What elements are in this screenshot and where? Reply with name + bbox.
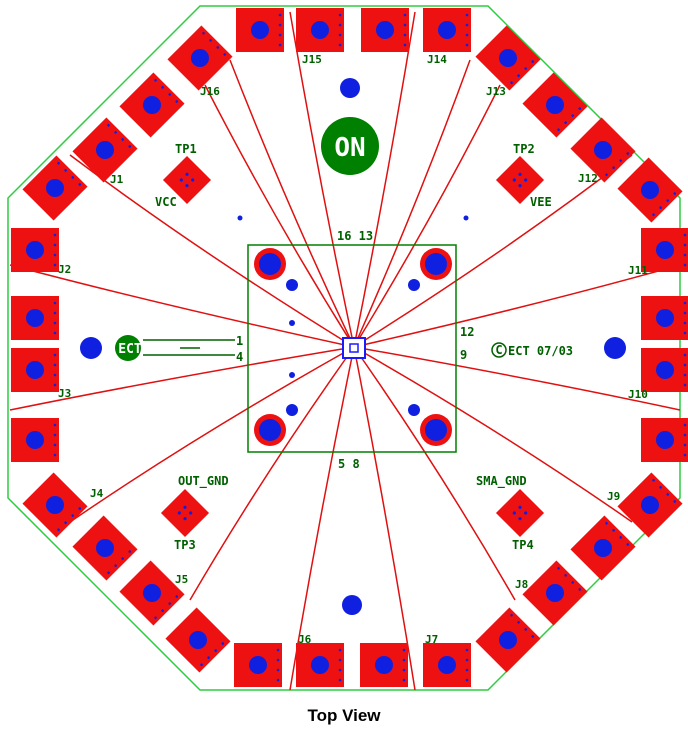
pin-label-4: 4 bbox=[236, 350, 243, 364]
connector-label-j9: J9 bbox=[607, 490, 620, 503]
copyright-symbol: C bbox=[495, 343, 502, 357]
pin-label-5-8: 5 8 bbox=[338, 457, 360, 471]
ect-right-marking: C ECT 07/03 bbox=[491, 342, 573, 358]
connector-label-j7: J7 bbox=[425, 633, 438, 646]
component-outline bbox=[247, 244, 457, 453]
connector-label-j10: J10 bbox=[628, 388, 648, 401]
test-point-tp1 bbox=[162, 155, 212, 205]
connector-label-j16: J16 bbox=[200, 85, 220, 98]
connector-label-j6: J6 bbox=[298, 633, 312, 646]
pin-label-12: 12 bbox=[460, 325, 474, 339]
connector-label-j3: J3 bbox=[58, 387, 71, 400]
signal-traces bbox=[9, 11, 681, 691]
connector-label-j2: J2 bbox=[58, 263, 71, 276]
connector-label-j11: J11 bbox=[628, 264, 648, 277]
connector-label-j15: J15 bbox=[302, 53, 322, 66]
sma-connector-pads bbox=[11, 8, 688, 687]
connector-label-j13: J13 bbox=[486, 85, 506, 98]
pin-label-9: 9 bbox=[460, 348, 467, 362]
connector-label-j14: J14 bbox=[427, 53, 447, 66]
ect-right-label: ECT 07/03 bbox=[508, 344, 573, 358]
pin-label-1: 1 bbox=[236, 334, 243, 348]
figure-caption: Top View bbox=[307, 706, 381, 725]
mounting-holes bbox=[80, 78, 626, 615]
tp1-net-label: VCC bbox=[155, 195, 177, 209]
tp3-net-label: OUT_GND bbox=[178, 474, 229, 489]
ect-left-marking: ECT bbox=[115, 335, 235, 361]
on-badge-label: ON bbox=[334, 133, 365, 163]
tp1-label: TP1 bbox=[175, 142, 197, 156]
on-badge bbox=[321, 117, 379, 175]
test-point-tp2 bbox=[495, 155, 545, 205]
tp3-label: TP3 bbox=[174, 538, 196, 552]
tp2-label: TP2 bbox=[513, 142, 535, 156]
pcb-board-diagram: ON ECT C ECT 07/03 16 13 1 4 12 9 5 8 bbox=[7, 5, 688, 691]
tp4-label: TP4 bbox=[512, 538, 534, 552]
connector-label-j5: J5 bbox=[175, 573, 188, 586]
connector-label-j1: J1 bbox=[110, 173, 124, 186]
chip-die bbox=[349, 343, 359, 353]
test-point-tp4 bbox=[495, 488, 545, 538]
connector-label-j4: J4 bbox=[90, 487, 104, 500]
ect-left-label: ECT bbox=[118, 342, 142, 357]
connector-label-j12: J12 bbox=[578, 172, 598, 185]
connector-label-j8: J8 bbox=[515, 578, 528, 591]
tp4-net-label: SMA_GND bbox=[476, 474, 527, 489]
tp2-net-label: VEE bbox=[530, 195, 552, 209]
test-point-tp3 bbox=[160, 488, 210, 538]
pin-label-16-13: 16 13 bbox=[337, 229, 373, 243]
